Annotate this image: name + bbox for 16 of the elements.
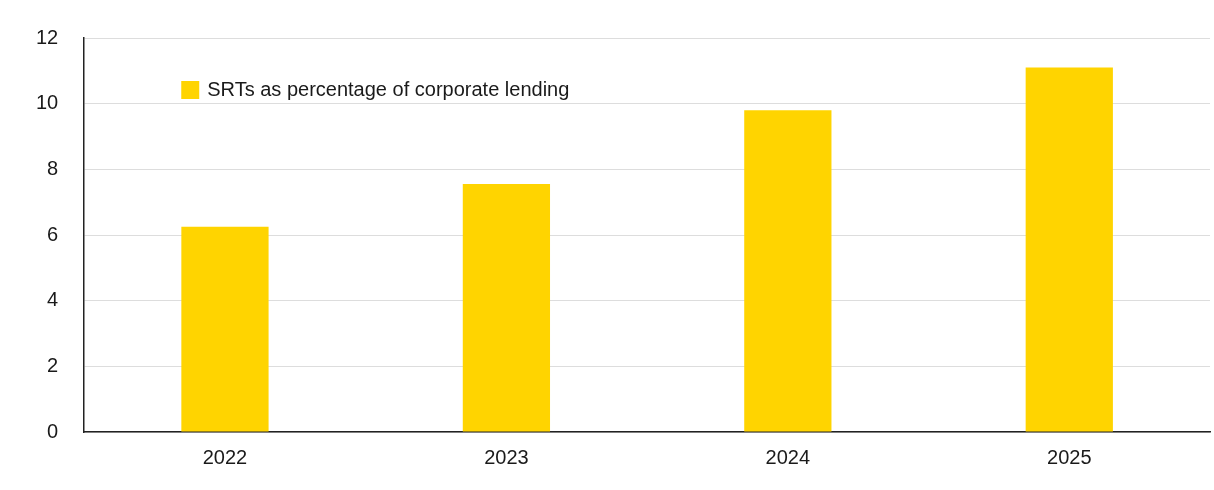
bar bbox=[1025, 67, 1113, 432]
bar bbox=[744, 110, 832, 432]
y-tick-label: 0 bbox=[47, 419, 59, 442]
y-tick-label: 6 bbox=[47, 222, 59, 245]
x-tick-label: 2024 bbox=[765, 445, 811, 468]
x-tick-label: 2023 bbox=[484, 445, 529, 468]
y-tick-label: 4 bbox=[47, 288, 59, 311]
x-tick-label: 2022 bbox=[202, 445, 248, 468]
y-tick-label: 12 bbox=[36, 25, 59, 48]
bar bbox=[462, 184, 551, 432]
y-tick-label: 10 bbox=[36, 91, 59, 114]
legend-label: SRTs as percentage of corporate lending bbox=[207, 77, 570, 100]
y-tick-label: 8 bbox=[47, 156, 59, 179]
x-tick-label: 2025 bbox=[1047, 445, 1092, 468]
bar bbox=[181, 226, 269, 432]
y-tick-label: 2 bbox=[47, 353, 59, 376]
